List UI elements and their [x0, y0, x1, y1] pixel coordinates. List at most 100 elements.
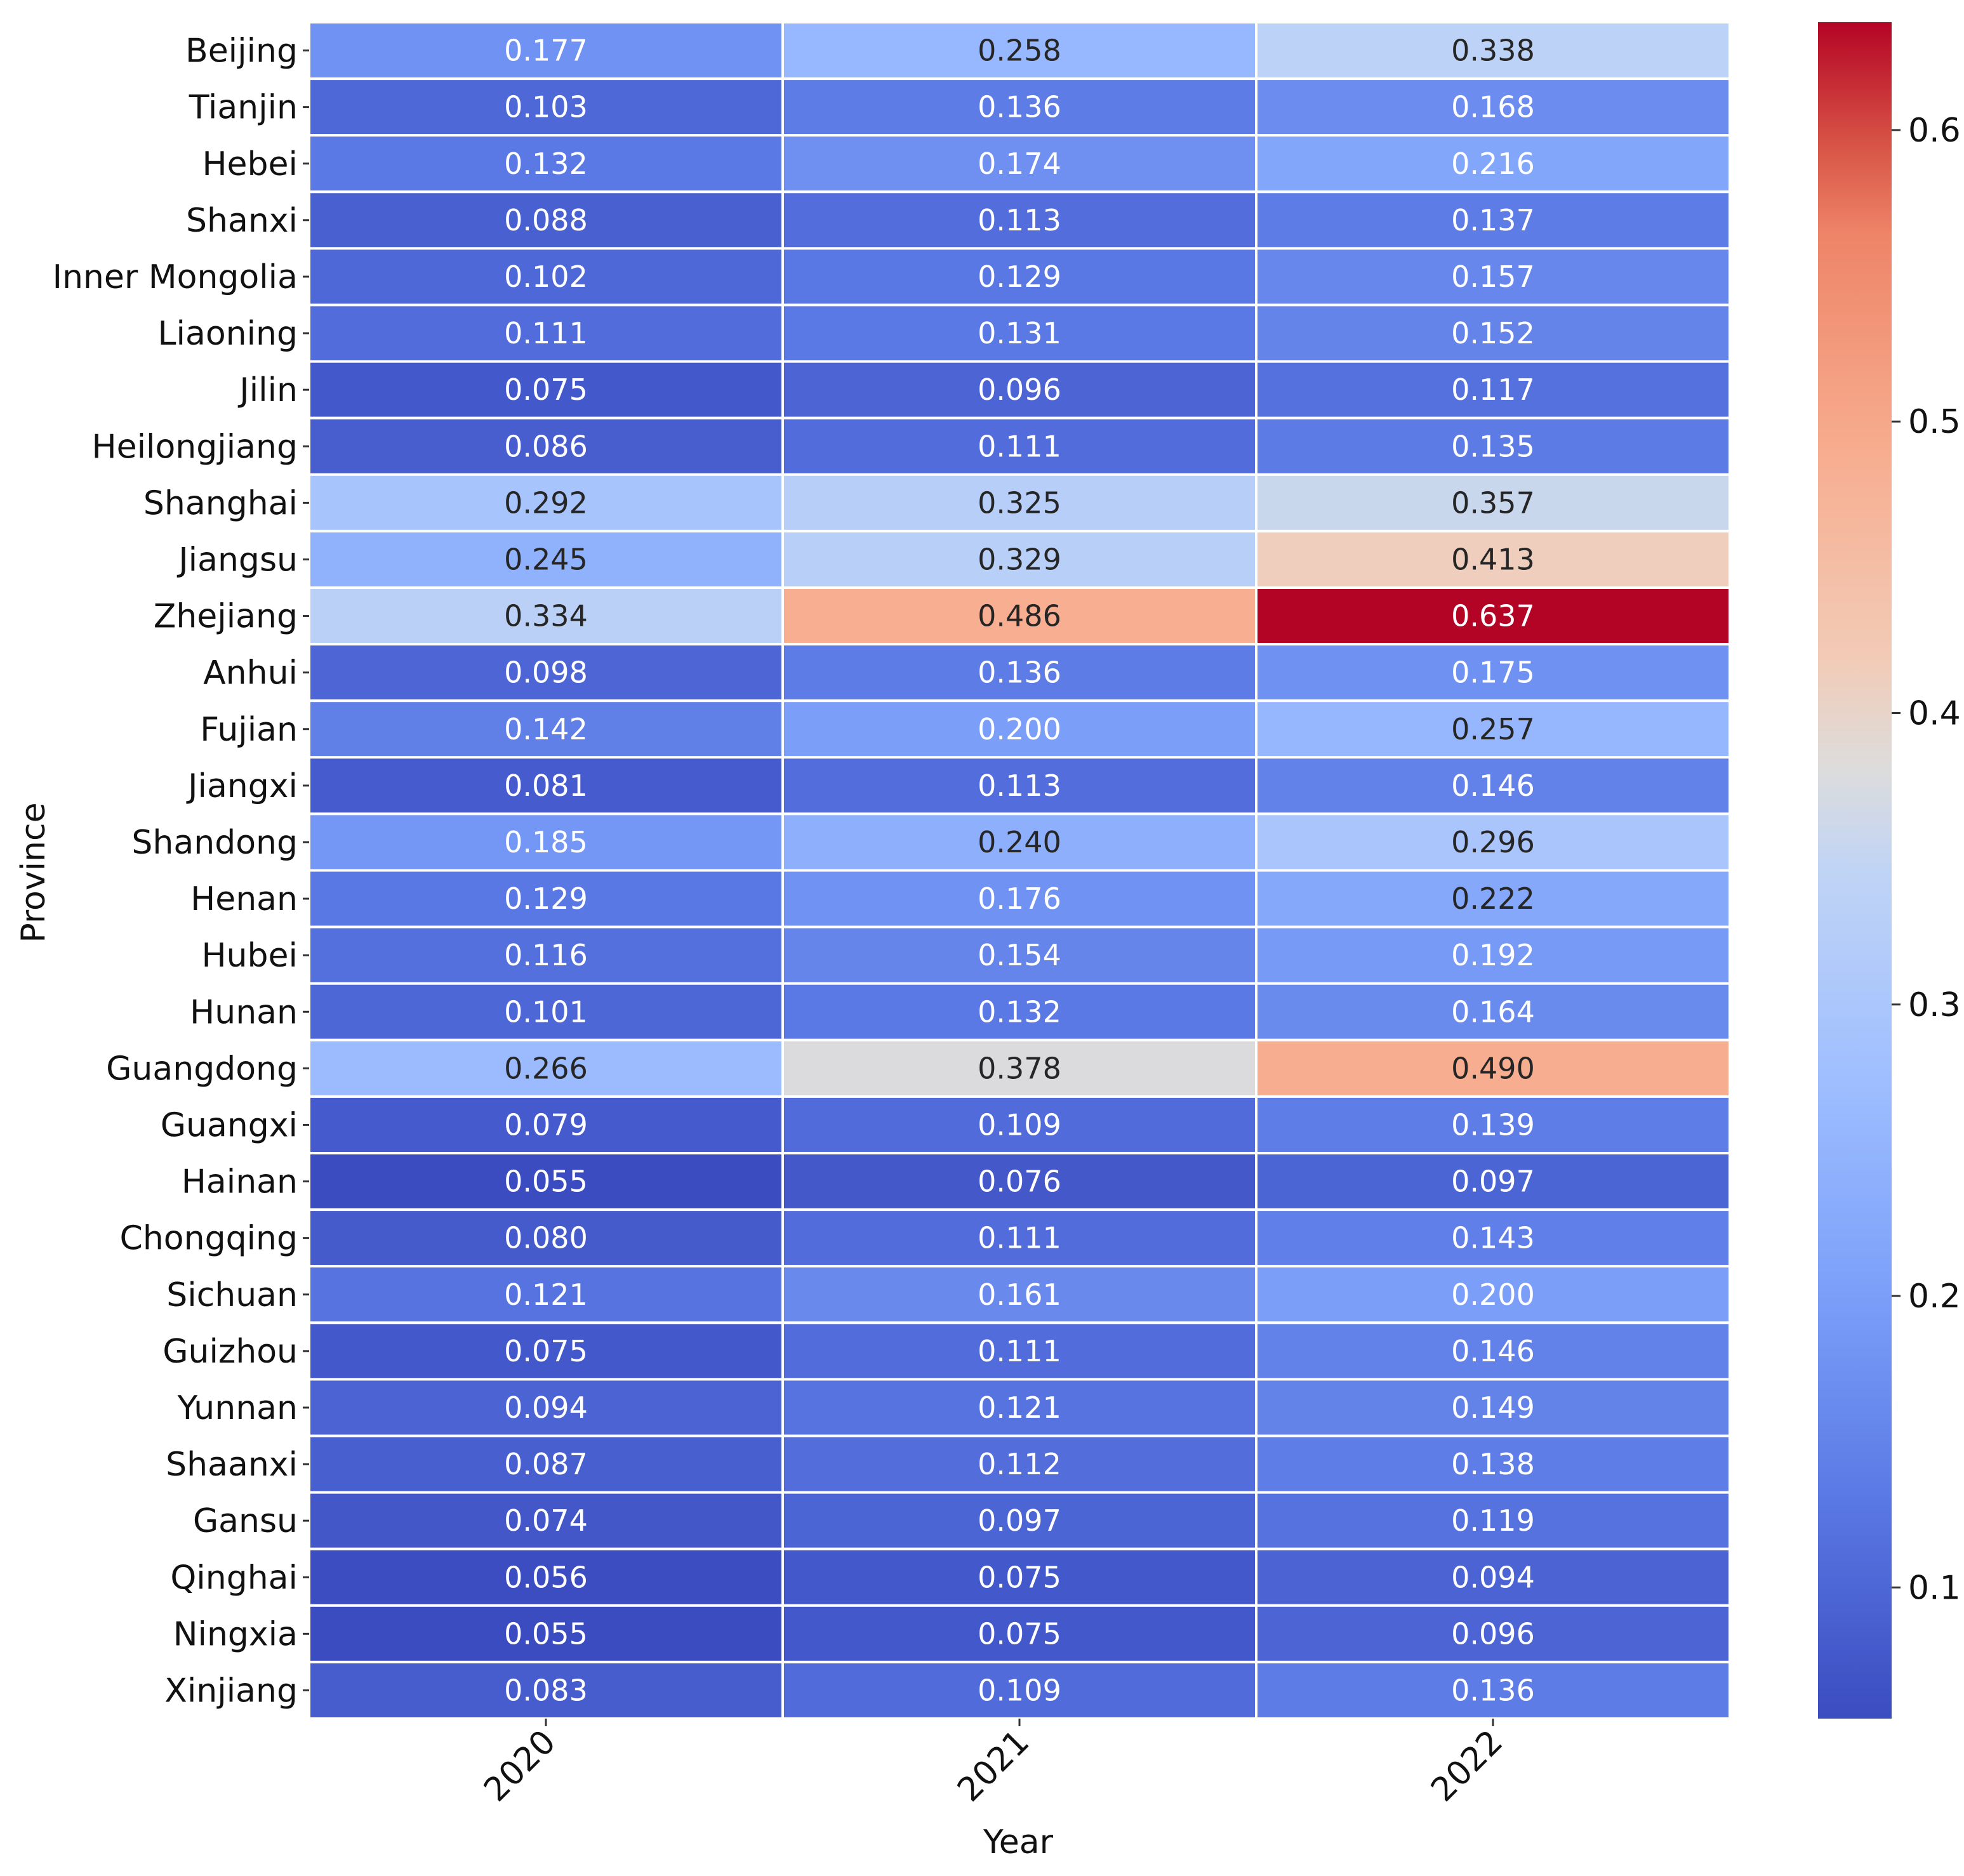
y-tick-label: Shandong: [131, 824, 298, 862]
cell-value-label: 0.079: [504, 1107, 588, 1142]
y-tick-label: Hebei: [202, 145, 298, 183]
cell-value-label: 0.103: [504, 90, 588, 124]
y-axis: Beijing Tianjin Hebei Shanxi Inner Mongolia L…: [53, 32, 309, 1710]
heatmap-cell: [781, 1265, 1257, 1324]
colorbar-tick-label: 0.6: [1908, 112, 1961, 150]
y-tick-label: Liaoning: [158, 315, 298, 353]
cell-value-label: 0.258: [978, 34, 1061, 68]
colorbar-tick-label: 0.5: [1908, 403, 1961, 441]
heatmap-cell: [1255, 869, 1731, 928]
cell-value-label: 0.292: [504, 486, 588, 520]
cell-value-label: 0.136: [978, 90, 1061, 124]
x-axis: 2020 2021 2022: [477, 1719, 1510, 1809]
cell-value-label: 0.216: [1451, 147, 1535, 181]
heatmap-cell: [1255, 586, 1731, 646]
heatmap-cell: [781, 360, 1257, 419]
y-tick-label: Jiangsu: [176, 541, 298, 579]
cell-value-label: 0.094: [504, 1390, 588, 1425]
y-tick-label: Guizhou: [163, 1333, 298, 1371]
heatmap-cells: [308, 21, 1731, 1720]
colorbar-tick-label: 0.3: [1908, 986, 1961, 1024]
cell-value-label: 0.094: [1451, 1560, 1535, 1594]
cell-value-label: 0.164: [1451, 994, 1535, 1029]
cell-value-label: 0.257: [1451, 712, 1535, 746]
y-tick-label: Fujian: [200, 711, 298, 749]
cell-value-label: 0.157: [1451, 260, 1535, 294]
colorbar-tick-label: 0.1: [1908, 1569, 1961, 1607]
cell-value-label: 0.088: [504, 203, 588, 237]
heatmap-cell: [781, 1434, 1257, 1494]
heatmap-cell: [1255, 1208, 1731, 1268]
heatmap-cell: [781, 303, 1257, 363]
heatmap-cell: [1255, 925, 1731, 985]
cell-value-label: 0.075: [978, 1616, 1061, 1651]
y-tick-label: Inner Mongolia: [53, 258, 298, 296]
colorbar: 0.1 0.2 0.3 0.4 0.5 0.6: [1818, 22, 1961, 1719]
cell-value-label: 0.109: [978, 1673, 1061, 1707]
heatmap-cell: [1255, 1265, 1731, 1324]
cell-value-label: 0.097: [978, 1503, 1061, 1538]
heatmap-cell: [1255, 77, 1731, 137]
cell-value-label: 0.109: [978, 1107, 1061, 1142]
heatmap-cell: [1255, 416, 1731, 476]
y-tick-label: Gansu: [193, 1502, 298, 1540]
cell-value-label: 0.136: [978, 656, 1061, 690]
cell-value-label: 0.096: [978, 373, 1061, 407]
cell-value-label: 0.111: [978, 429, 1061, 463]
y-tick-label: Shaanxi: [166, 1446, 298, 1484]
cell-value-label: 0.136: [1451, 1673, 1535, 1707]
y-tick-label: Qinghai: [170, 1559, 298, 1597]
cell-value-label: 0.113: [978, 769, 1061, 803]
cell-value-label: 0.378: [978, 1051, 1061, 1085]
cell-value-label: 0.111: [978, 1221, 1061, 1255]
heatmap-cell: [1255, 982, 1731, 1041]
cell-value-label: 0.132: [504, 147, 588, 181]
y-axis-title: Province: [15, 802, 53, 942]
heatmap-cell: [1255, 699, 1731, 759]
y-tick-label: Sichuan: [166, 1276, 298, 1314]
cell-value-label: 0.325: [978, 486, 1061, 520]
heatmap-cell: [781, 529, 1257, 590]
heatmap-cell: [781, 1095, 1257, 1155]
heatmap-cell: [1255, 1604, 1731, 1663]
cell-value-label: 0.138: [1451, 1447, 1535, 1481]
heatmap-cell: [1255, 190, 1731, 250]
cell-value-label: 0.329: [978, 542, 1061, 576]
heatmap-cell: [1255, 1660, 1731, 1720]
cell-value-label: 0.146: [1451, 1334, 1535, 1368]
heatmap-cell: [308, 416, 784, 476]
cell-value-label: 0.486: [978, 599, 1061, 633]
x-tick-label: 2021: [950, 1723, 1037, 1809]
heatmap-cell: [781, 869, 1257, 928]
cell-value-label: 0.102: [504, 260, 588, 294]
cell-value-label: 0.081: [504, 769, 588, 803]
heatmap-cell: [308, 1265, 784, 1324]
y-tick-label: Henan: [190, 880, 298, 918]
cell-value-label: 0.121: [504, 1278, 588, 1312]
cell-value-label: 0.086: [504, 429, 588, 463]
heatmap-cell: [308, 1321, 784, 1381]
cell-value-label: 0.129: [504, 882, 588, 916]
cell-value-label: 0.112: [978, 1447, 1061, 1481]
cell-value-label: 0.338: [1451, 34, 1535, 68]
heatmap-cell: [308, 756, 784, 816]
heatmap-cell: [1255, 812, 1731, 872]
cell-value-label: 0.135: [1451, 429, 1535, 463]
cell-value-label: 0.240: [978, 825, 1061, 859]
y-tick-label: Shanxi: [186, 202, 298, 240]
cell-value-label: 0.357: [1451, 486, 1535, 520]
cell-value-label: 0.075: [504, 1334, 588, 1368]
cell-value-label: 0.116: [504, 938, 588, 972]
heatmap-cell: [308, 1378, 784, 1437]
heatmap-cell: [308, 1038, 784, 1098]
heatmap-cell: [308, 1491, 784, 1550]
cell-value-label: 0.137: [1451, 203, 1535, 237]
cell-value-label: 0.074: [504, 1503, 588, 1538]
heatmap-cell: [308, 1660, 784, 1720]
x-tick-label: 2022: [1424, 1723, 1510, 1809]
cell-value-label: 0.121: [978, 1390, 1061, 1425]
cell-value-label: 0.200: [1451, 1278, 1535, 1312]
cell-value-label: 0.185: [504, 825, 588, 859]
